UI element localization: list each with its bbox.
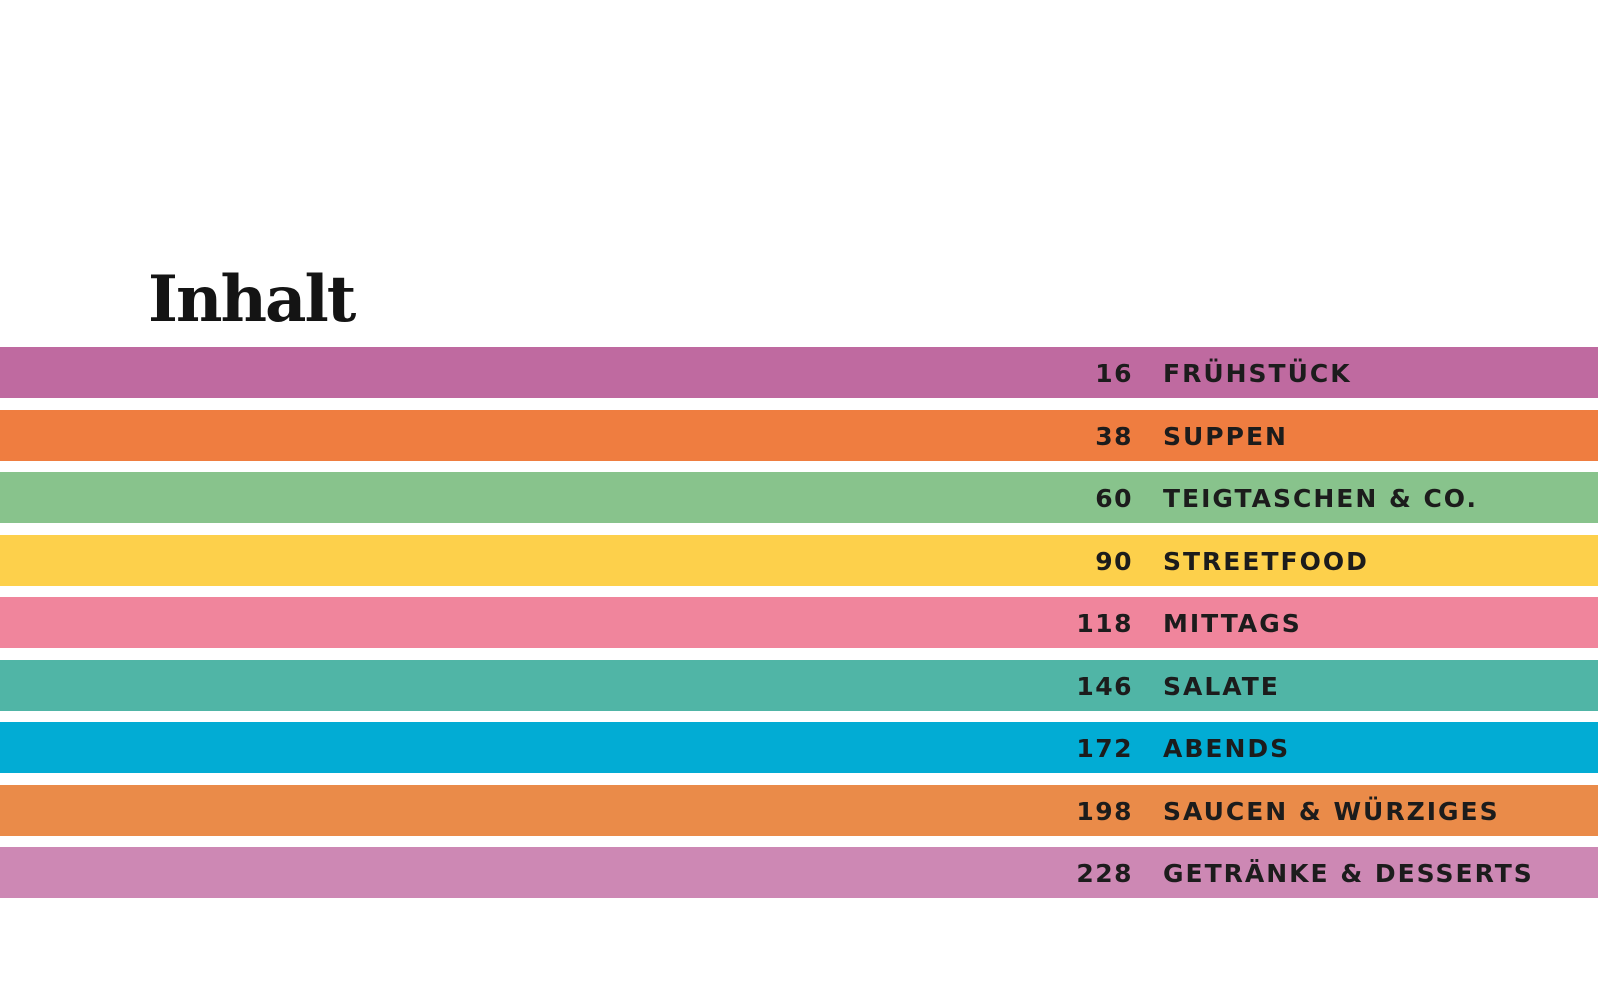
- toc-entry-fruehstueck[interactable]: 16 FRÜHSTÜCK: [0, 347, 1598, 398]
- toc-section-title: SAUCEN & WÜRZIGES: [1163, 796, 1500, 826]
- toc-page-number: 228: [1076, 859, 1133, 888]
- toc-entry-streetfood[interactable]: 90 STREETFOOD: [0, 534, 1598, 586]
- toc-page-number: 118: [1076, 609, 1133, 638]
- toc-page-number: 172: [1076, 734, 1133, 763]
- toc-page-number: 38: [1095, 421, 1133, 451]
- toc-section-title: STREETFOOD: [1163, 546, 1369, 576]
- toc-section-title: GETRÄNKE & DESSERTS: [1163, 859, 1534, 888]
- toc-section-title: SALATE: [1163, 671, 1280, 701]
- toc-entry-getraenke[interactable]: 228 GETRÄNKE & DESSERTS: [0, 847, 1598, 898]
- toc-entry-salate[interactable]: 146 SALATE: [0, 659, 1598, 711]
- toc-entry-suppen[interactable]: 38 SUPPEN: [0, 409, 1598, 461]
- toc-section-title: FRÜHSTÜCK: [1163, 359, 1352, 388]
- toc-section-title: MITTAGS: [1163, 609, 1302, 638]
- page-title: Inhalt: [148, 262, 356, 337]
- toc-section-title: ABENDS: [1163, 734, 1291, 763]
- toc-entry-saucen[interactable]: 198 SAUCEN & WÜRZIGES: [0, 784, 1598, 836]
- toc-entry-teigtaschen[interactable]: 60 TEIGTASCHEN & CO.: [0, 472, 1598, 523]
- table-of-contents: 16 FRÜHSTÜCK 38 SUPPEN 60 TEIGTASCHEN & …: [0, 347, 1598, 910]
- toc-entry-abends[interactable]: 172 ABENDS: [0, 722, 1598, 773]
- toc-section-title: TEIGTASCHEN & CO.: [1163, 484, 1479, 513]
- toc-page-number: 146: [1076, 671, 1133, 701]
- toc-section-title: SUPPEN: [1163, 421, 1288, 451]
- toc-page-number: 16: [1095, 359, 1133, 388]
- toc-page-number: 198: [1076, 796, 1133, 826]
- toc-page-number: 60: [1095, 484, 1133, 513]
- toc-entry-mittags[interactable]: 118 MITTAGS: [0, 597, 1598, 648]
- toc-page-number: 90: [1095, 546, 1133, 576]
